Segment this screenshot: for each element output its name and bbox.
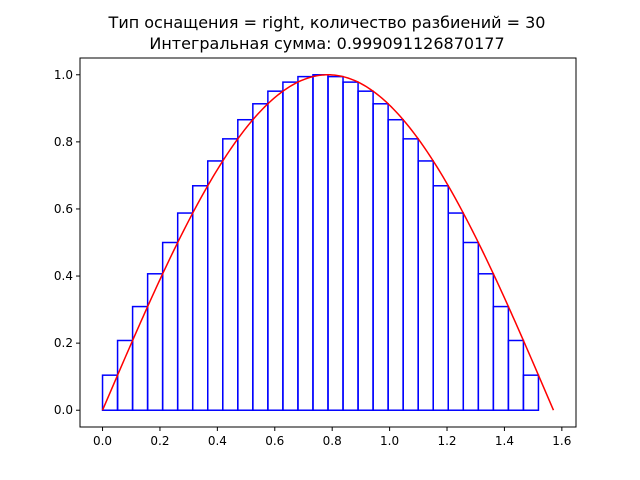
x-tick-label: 0.8 bbox=[323, 434, 342, 448]
partition-rect bbox=[282, 81, 299, 411]
partition-rect bbox=[116, 339, 134, 411]
y-tick-label: 0.0 bbox=[54, 403, 73, 417]
partition-rect bbox=[207, 160, 224, 411]
partition-rect bbox=[176, 212, 194, 411]
x-tick-label: 1.2 bbox=[437, 434, 456, 448]
y-tick-label: 0.8 bbox=[54, 135, 73, 149]
partition-rect bbox=[447, 212, 465, 411]
partition-rect bbox=[342, 81, 359, 411]
partition-rect bbox=[222, 138, 239, 411]
y-axis: 0.0 0.2 0.4 0.6 0.8 1.0 bbox=[54, 68, 80, 417]
partition-rect bbox=[417, 160, 434, 411]
partition-rect bbox=[267, 90, 284, 411]
partition-rect bbox=[327, 75, 344, 411]
x-tick-label: 0.4 bbox=[208, 434, 227, 448]
x-tick-label: 1.4 bbox=[495, 434, 514, 448]
y-tick-label: 0.2 bbox=[54, 336, 73, 350]
x-tick-label: 1.6 bbox=[552, 434, 571, 448]
partition-rect bbox=[312, 74, 329, 411]
partition-rect bbox=[252, 103, 269, 411]
y-tick-label: 0.6 bbox=[54, 202, 73, 216]
x-axis: 0.0 0.2 0.4 0.6 0.8 1.0 1.2 1.4 1.6 bbox=[93, 427, 571, 448]
partition-rect bbox=[372, 103, 389, 411]
function-curve bbox=[101, 74, 555, 411]
plot-area bbox=[101, 74, 555, 411]
axes-frame bbox=[79, 57, 577, 428]
partition-rect bbox=[402, 138, 419, 411]
partition-rect bbox=[387, 118, 404, 411]
x-tick-label: 0.2 bbox=[150, 434, 169, 448]
partition-rect bbox=[492, 305, 510, 411]
partition-rect bbox=[357, 90, 374, 411]
partition-rect bbox=[507, 339, 525, 411]
partition-rect bbox=[432, 185, 449, 411]
partition-rect bbox=[297, 75, 314, 411]
partition-rect bbox=[477, 273, 495, 411]
y-tick-label: 0.4 bbox=[54, 269, 73, 283]
partition-rect bbox=[462, 241, 480, 411]
y-tick-label: 1.0 bbox=[54, 68, 73, 82]
x-tick-label: 0.0 bbox=[93, 434, 112, 448]
partition-rect bbox=[237, 118, 254, 411]
chart-subtitle: Интегральная сумма: 0.999091126870177 bbox=[149, 34, 504, 53]
partition-rect bbox=[191, 185, 209, 411]
x-tick-label: 1.0 bbox=[380, 434, 399, 448]
partition-rect bbox=[522, 374, 540, 411]
x-tick-label: 0.6 bbox=[265, 434, 284, 448]
chart-title: Тип оснащения = right, количество разбие… bbox=[108, 13, 546, 32]
partition-rect bbox=[146, 273, 164, 411]
